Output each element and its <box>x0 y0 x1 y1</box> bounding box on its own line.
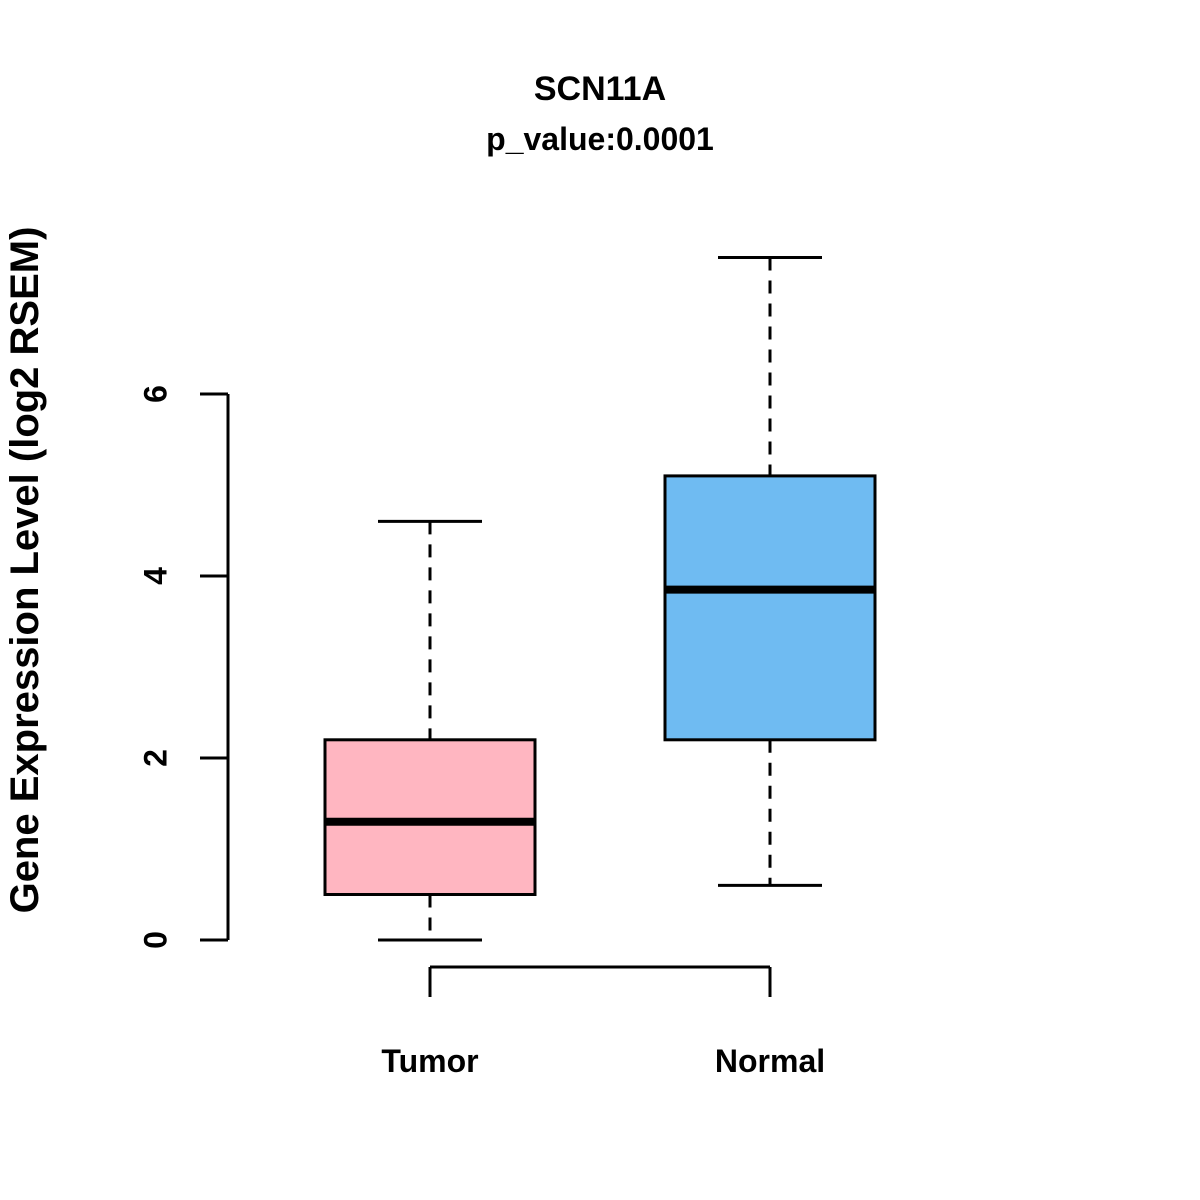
x-category-label-tumor: Tumor <box>381 1043 478 1079</box>
chart-subtitle: p_value:0.0001 <box>486 121 714 157</box>
chart-title: SCN11A <box>534 70 666 108</box>
y-tick-label: 4 <box>137 567 173 585</box>
y-tick-label: 2 <box>137 749 173 767</box>
x-category-label-normal: Normal <box>715 1043 825 1079</box>
y-tick-label: 0 <box>137 931 173 949</box>
y-axis-label: Gene Expression Level (log2 RSEM) <box>3 227 47 914</box>
tumor-box <box>323 738 537 896</box>
normal-box <box>663 474 877 742</box>
y-tick-label: 6 <box>137 385 173 403</box>
